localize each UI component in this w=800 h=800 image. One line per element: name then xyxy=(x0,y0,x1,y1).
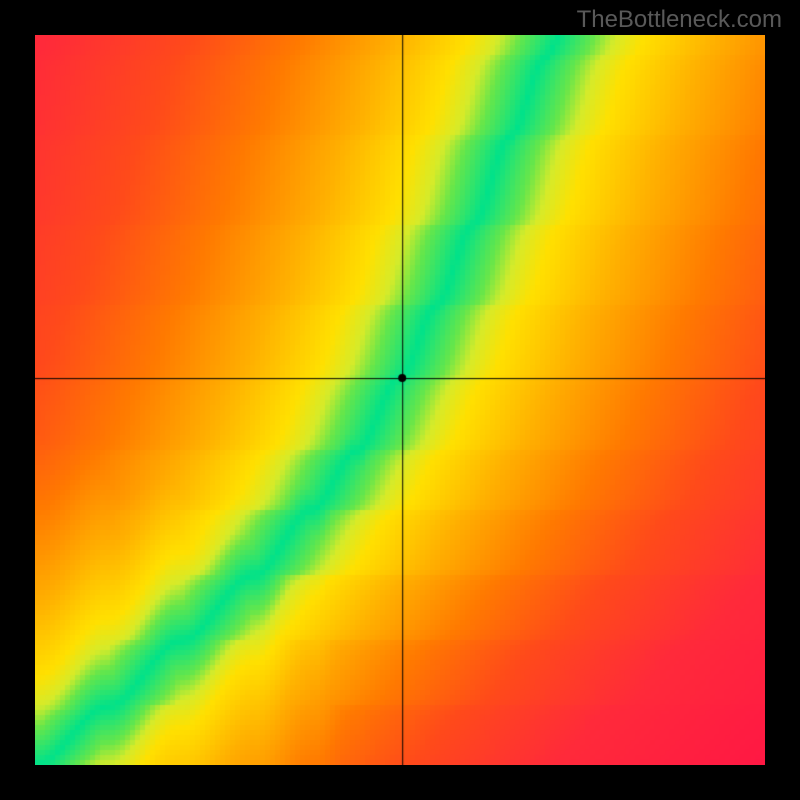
heatmap-plot xyxy=(35,35,765,765)
heatmap-canvas xyxy=(35,35,765,765)
watermark-text: TheBottleneck.com xyxy=(577,6,782,34)
chart-container: TheBottleneck.com xyxy=(0,0,800,800)
